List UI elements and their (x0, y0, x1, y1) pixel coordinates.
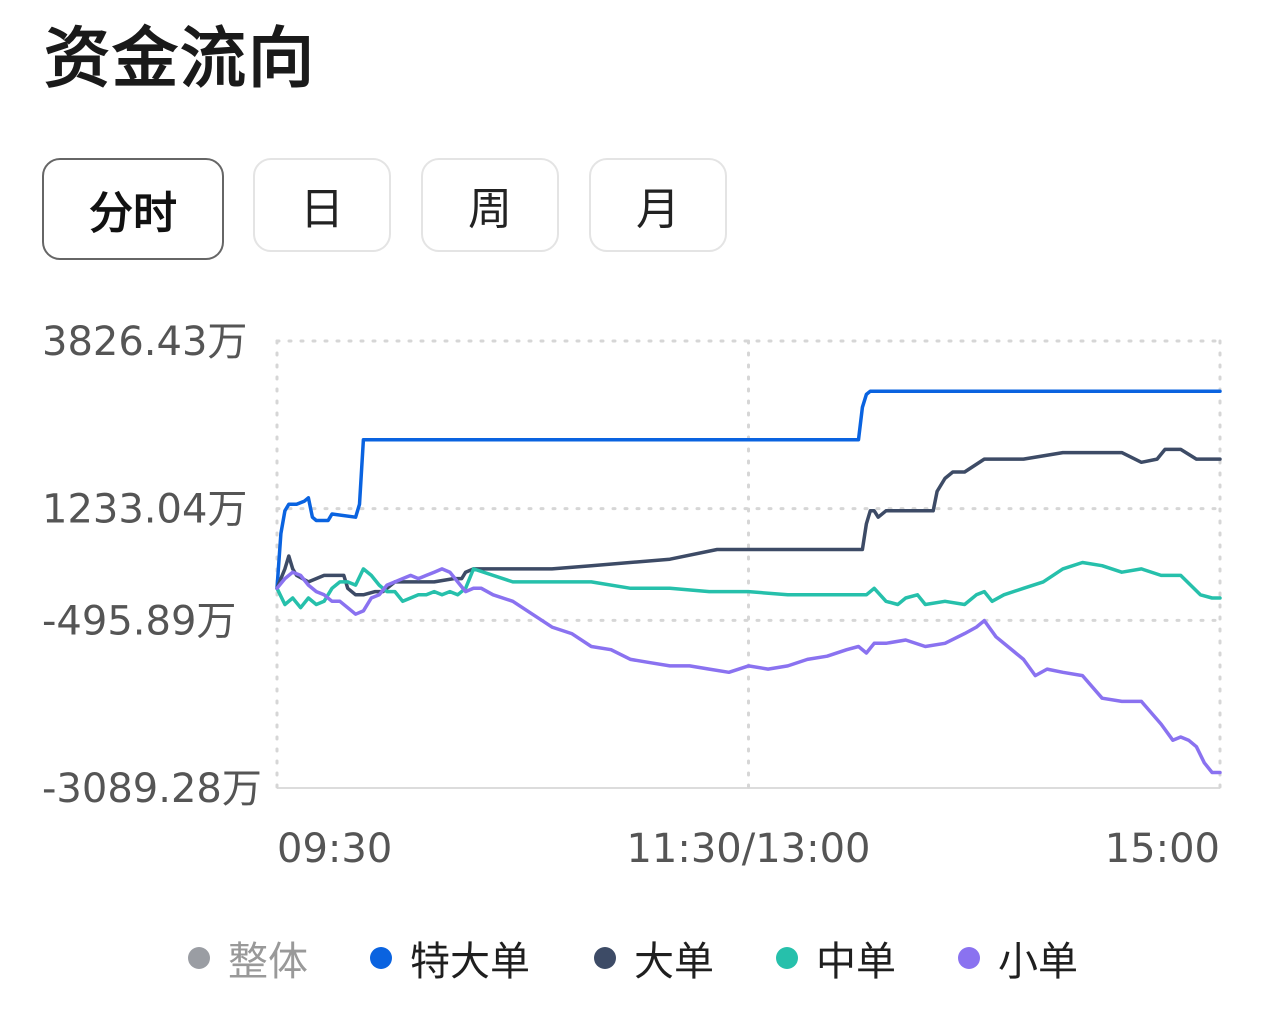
x-tick-label: 09:30 (277, 826, 392, 872)
legend-dot-icon (958, 947, 980, 969)
series-line-中单 (275, 560, 1222, 610)
legend-dot-icon (776, 947, 798, 969)
legend-label: 整体 (228, 939, 308, 985)
legend-item-medium[interactable]: 中单 (776, 928, 896, 988)
legend-item-super-large[interactable]: 特大单 (370, 928, 530, 988)
legend-item-overall[interactable]: 整体 (188, 928, 308, 988)
legend-label: 大单 (634, 939, 714, 985)
tab-month[interactable]: 月 (589, 158, 727, 252)
legend-label: 特大单 (410, 939, 530, 985)
page-title: 资金流向 (44, 20, 316, 97)
legend-dot-icon (188, 947, 210, 969)
y-tick-label: 1233.04万 (42, 487, 247, 533)
tab-day[interactable]: 日 (253, 158, 391, 252)
x-tick-label: 15:00 (1105, 826, 1220, 872)
legend-item-small[interactable]: 小单 (958, 928, 1078, 988)
x-tick-label: 11:30/13:00 (626, 826, 870, 872)
tab-week[interactable]: 周 (421, 158, 559, 252)
series-line-小单 (275, 567, 1222, 775)
legend-label: 中单 (816, 939, 896, 985)
tab-intraday[interactable]: 分时 (42, 158, 224, 260)
y-tick-label: -495.89万 (42, 598, 236, 644)
legend-label: 小单 (998, 939, 1078, 985)
y-tick-label: 3826.43万 (42, 319, 247, 365)
legend-dot-icon (370, 947, 392, 969)
series-line-大单 (275, 447, 1222, 597)
legend-item-large[interactable]: 大单 (594, 928, 714, 988)
series-line-特大单 (275, 389, 1222, 591)
legend-dot-icon (594, 947, 616, 969)
y-tick-label: -3089.28万 (42, 766, 262, 812)
fund-flow-chart: 3826.43万 1233.04万 -495.89万 -3089.28万 09:30 11… (42, 319, 1222, 872)
